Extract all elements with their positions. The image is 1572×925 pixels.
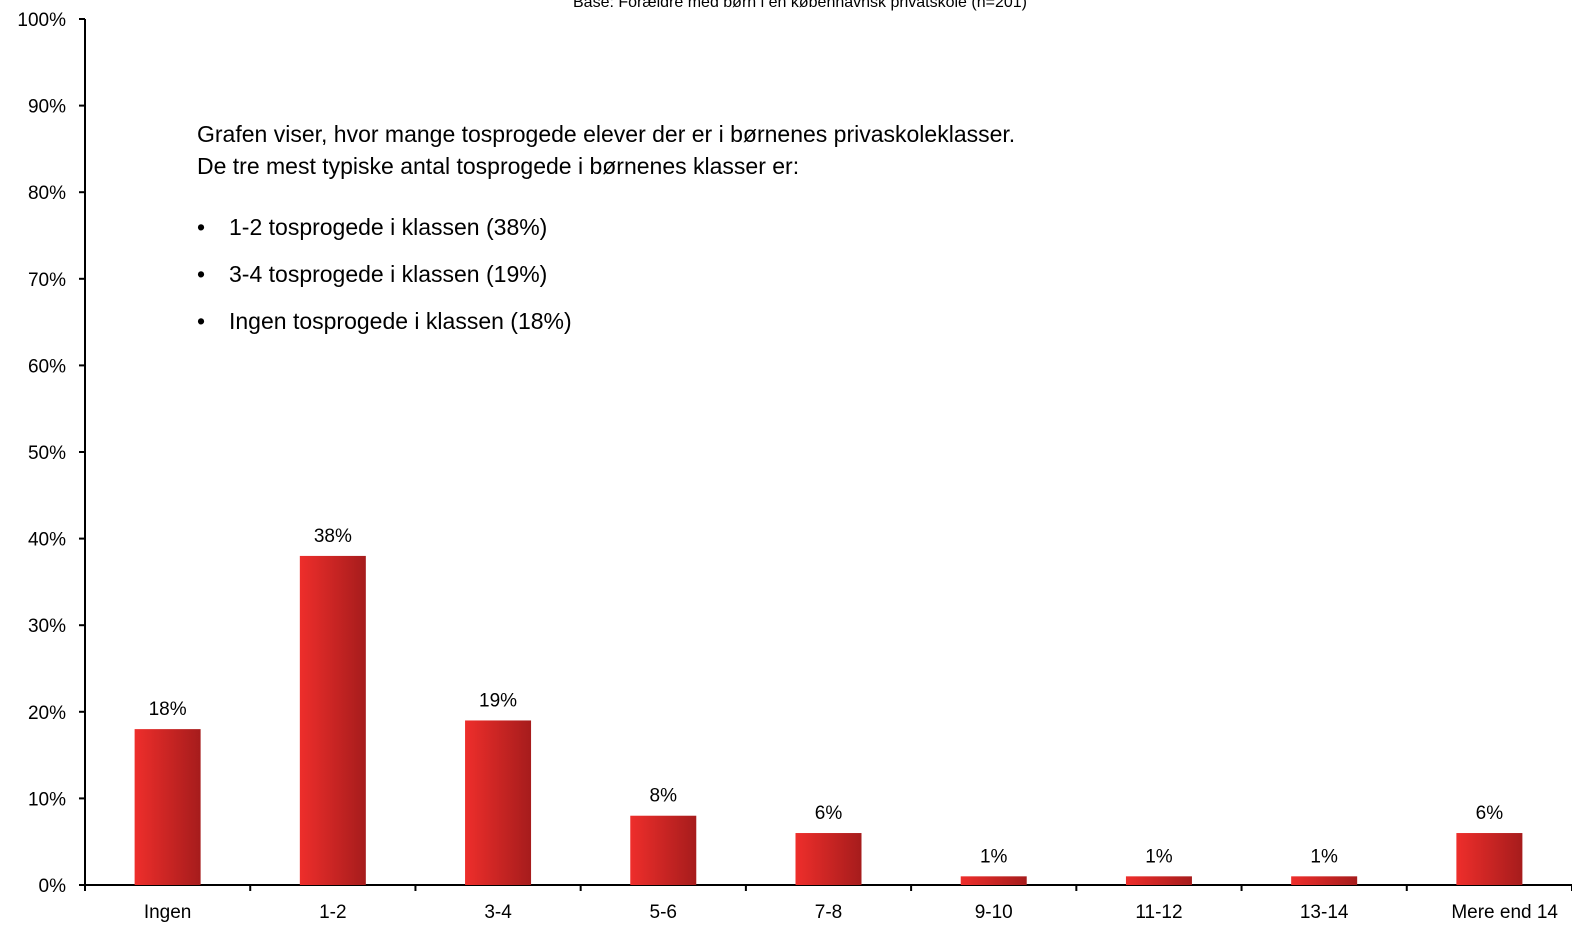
x-tick-label: 1-2 xyxy=(319,902,346,923)
y-tick-label: 10% xyxy=(28,789,66,810)
annotation-intro: Grafen viser, hvor mange tosprogede elev… xyxy=(197,121,1016,179)
y-tick-label: 60% xyxy=(28,356,66,377)
x-axis: Ingen 1-2 3-4 5-6 7-8 9-10 11-12 13-14 Mere end … xyxy=(84,884,1572,923)
x-tick-label: Ingen xyxy=(144,902,192,923)
data-label: 6% xyxy=(815,803,843,824)
bar xyxy=(299,555,366,885)
data-label: 1% xyxy=(1310,846,1338,867)
chart-subtitle: Base: Forældre med børn i en københavnsk… xyxy=(573,0,1027,11)
data-label: 18% xyxy=(149,699,187,720)
y-tick-label: 40% xyxy=(28,530,66,551)
data-label: 1% xyxy=(1145,846,1173,867)
annotation-list: • 1-2 tosprogede i klassen (38%) • 3-4 tos… xyxy=(197,211,1017,337)
y-tick-label: 70% xyxy=(28,270,66,291)
data-labels: 18% 38% 19% 8% 6% 1% 1% 1% 6% xyxy=(149,526,1504,867)
y-tick-label: 80% xyxy=(28,183,66,204)
data-label: 6% xyxy=(1476,803,1504,824)
y-tick-label: 20% xyxy=(28,703,66,724)
x-tick-label: 7-8 xyxy=(815,902,842,923)
data-label: 19% xyxy=(479,690,517,711)
bullet-icon: • xyxy=(197,214,206,240)
data-label: 8% xyxy=(650,786,678,807)
bar xyxy=(630,815,697,885)
bar xyxy=(795,833,862,885)
x-tick-label: 13-14 xyxy=(1300,902,1349,923)
x-tick-label: 9-10 xyxy=(975,902,1013,923)
bullet-icon: • xyxy=(197,308,206,334)
bullet-icon: • xyxy=(197,261,206,287)
x-tick-label: 11-12 xyxy=(1135,902,1182,923)
data-label: 38% xyxy=(314,526,352,547)
x-tick-label: Mere end 14 xyxy=(1451,902,1558,923)
annotation-bullet-2: • 3-4 tosprogede i klassen (19%) xyxy=(197,258,1017,290)
annotation-bullet-3: • Ingen tosprogede i klassen (18%) xyxy=(197,305,1017,337)
bar xyxy=(134,729,201,885)
y-tick-label: 0% xyxy=(39,876,67,897)
data-label: 1% xyxy=(980,846,1008,867)
y-axis: 0% 10% 20% 30% 40% 50% 60% 70% 80% 90% 100% xyxy=(17,10,86,897)
y-tick-label: 50% xyxy=(28,443,66,464)
y-tick-label: 30% xyxy=(28,616,66,637)
annotation-box: Grafen viser, hvor mange tosprogede elev… xyxy=(197,118,1017,352)
bar xyxy=(1456,833,1523,885)
bar xyxy=(1291,876,1358,885)
bar xyxy=(960,876,1027,885)
x-tick-label: 3-4 xyxy=(484,902,512,923)
y-tick-label: 100% xyxy=(17,10,66,31)
x-tick-label: 5-6 xyxy=(650,902,677,923)
bar xyxy=(1125,876,1192,885)
bar-series xyxy=(134,555,1523,885)
annotation-bullet-1: • 1-2 tosprogede i klassen (38%) xyxy=(197,211,1017,243)
y-tick-label: 90% xyxy=(28,97,66,118)
bar xyxy=(465,720,532,885)
